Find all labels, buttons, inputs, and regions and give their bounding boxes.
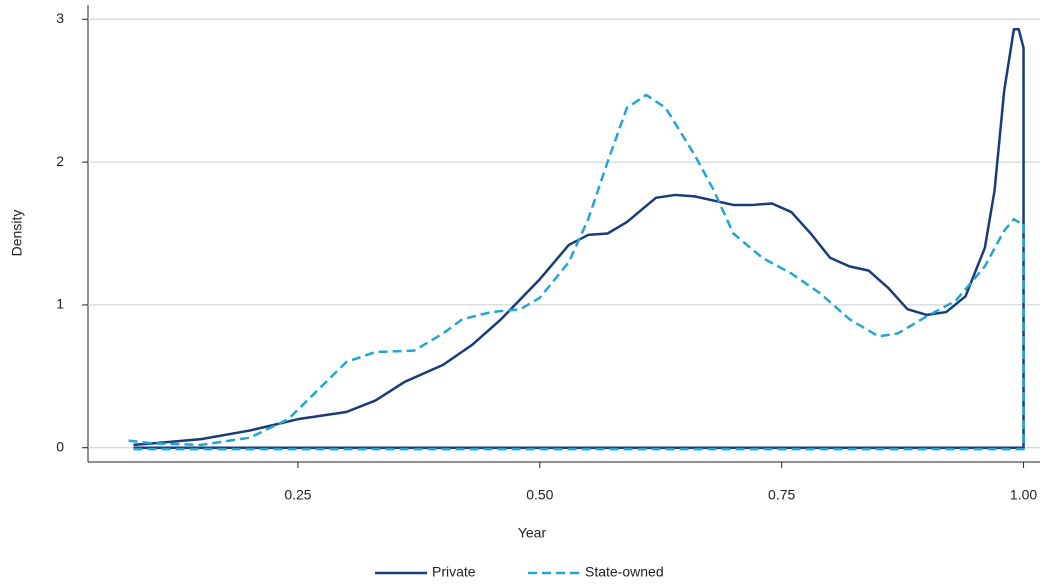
x-tick-label: 0.75: [768, 487, 795, 503]
x-tick-label: 1.00: [1010, 487, 1037, 503]
y-tick-label: 1: [56, 296, 64, 312]
x-axis-label: Year: [518, 525, 547, 541]
legend-label: Private: [432, 564, 476, 580]
x-tick-label: 0.50: [526, 487, 553, 503]
y-tick-label: 0: [56, 438, 64, 454]
series-line: [128, 93, 1025, 451]
series-line: [133, 28, 1025, 449]
y-tick-label: 3: [56, 10, 64, 26]
legend-label: State-owned: [585, 564, 664, 580]
x-tick-label: 0.25: [284, 487, 311, 503]
y-tick-label: 2: [56, 153, 64, 169]
y-axis-label: Density: [9, 210, 25, 257]
